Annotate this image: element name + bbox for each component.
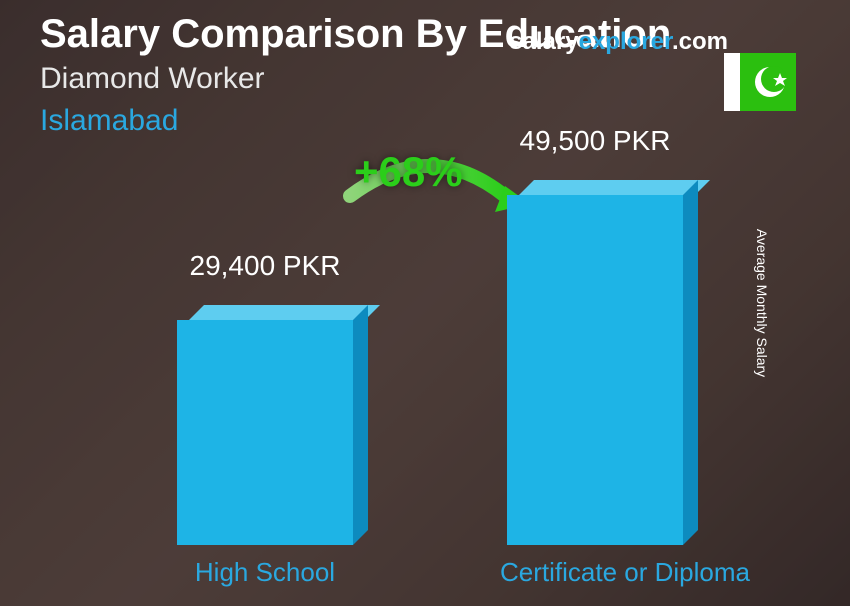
bar-category-label: High School	[170, 557, 360, 588]
content-container: Salary Comparison By Education Diamond W…	[0, 0, 850, 606]
bar-chart: +68% 29,400 PKR High School 49,500 PKR C…	[0, 136, 850, 606]
percentage-increase-badge: +68%	[354, 148, 463, 196]
bar-group-certificate: 49,500 PKR Certificate or Diploma	[500, 125, 690, 588]
bar-front-face	[507, 195, 683, 545]
bar-side-face	[683, 180, 698, 545]
bar-category-label: Certificate or Diploma	[500, 557, 690, 588]
bar-value: 49,500 PKR	[500, 125, 690, 157]
brand-part3: .com	[672, 28, 728, 55]
brand-part1: salary	[509, 28, 578, 55]
job-title: Diamond Worker	[40, 62, 265, 96]
bar-top-face	[519, 180, 710, 195]
flag-crescent-star-icon	[740, 53, 796, 111]
brand-part2: explorer	[579, 28, 672, 55]
bar-3d	[507, 165, 683, 545]
bar-top-face	[189, 305, 380, 320]
bar-front-face	[177, 320, 353, 545]
bar-group-high-school: 29,400 PKR High School	[170, 250, 360, 588]
brand-logo: salaryexplorer.com	[509, 28, 728, 56]
location-label: Islamabad	[40, 104, 178, 138]
bar-3d	[177, 290, 353, 545]
country-flag-icon	[738, 53, 796, 111]
bar-value: 29,400 PKR	[170, 250, 360, 282]
bar-side-face	[353, 305, 368, 545]
flag-white-stripe	[724, 53, 740, 111]
